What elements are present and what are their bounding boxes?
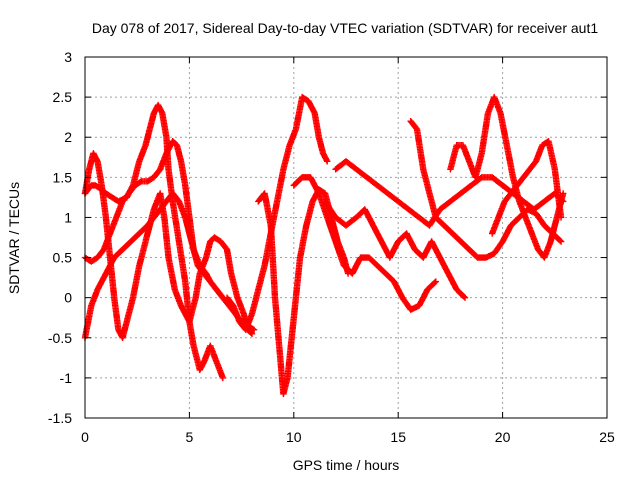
x-tick-label: 5 [186, 429, 194, 445]
y-tick-label: -0.5 [48, 330, 72, 346]
x-tick-label: 10 [286, 429, 302, 445]
y-tick-labels: -1.5 -1 -0.5 0 0.5 1 1.5 2 2.5 3 [48, 49, 72, 426]
axis-ticks [84, 56, 608, 419]
y-tick-label: 0 [64, 290, 72, 306]
plus-markers [489, 138, 565, 237]
y-tick-label: -1 [60, 370, 73, 386]
plus-markers [290, 174, 439, 313]
series-sat-k [447, 93, 567, 261]
grid [85, 57, 607, 418]
y-tick-label: 1.5 [53, 169, 73, 185]
x-tick-label: 25 [599, 429, 615, 445]
series-sat-f [255, 186, 352, 398]
y-tick-label: 1 [64, 209, 72, 225]
x-axis-label: GPS time / hours [293, 457, 400, 473]
data-points [81, 93, 567, 398]
series-sat-l [489, 138, 565, 237]
plus-markers [223, 93, 331, 333]
plus-markers [407, 118, 565, 261]
y-tick-label: 2 [64, 129, 72, 145]
series-sat-g [290, 174, 439, 313]
y-tick-label: 0.5 [53, 250, 73, 266]
y-tick-label: -1.5 [48, 410, 72, 426]
plot-frame [84, 56, 608, 419]
x-tick-labels: 0 5 10 15 20 25 [81, 429, 615, 445]
series-sat-h [321, 198, 469, 301]
plus-markers [447, 93, 567, 261]
plus-markers [321, 198, 469, 301]
y-axis-label: SDTVAR / TECUs [6, 182, 22, 294]
x-tick-label: 20 [495, 429, 511, 445]
y-tick-label: 3 [64, 49, 72, 65]
x-tick-label: 15 [390, 429, 406, 445]
x-tick-label: 0 [81, 429, 89, 445]
plus-markers [255, 186, 352, 398]
chart-title: Day 078 of 2017, Sidereal Day-to-day VTE… [92, 20, 599, 36]
y-tick-label: 2.5 [53, 89, 73, 105]
series-sat-e [223, 93, 331, 333]
series-sat-j [407, 118, 565, 261]
